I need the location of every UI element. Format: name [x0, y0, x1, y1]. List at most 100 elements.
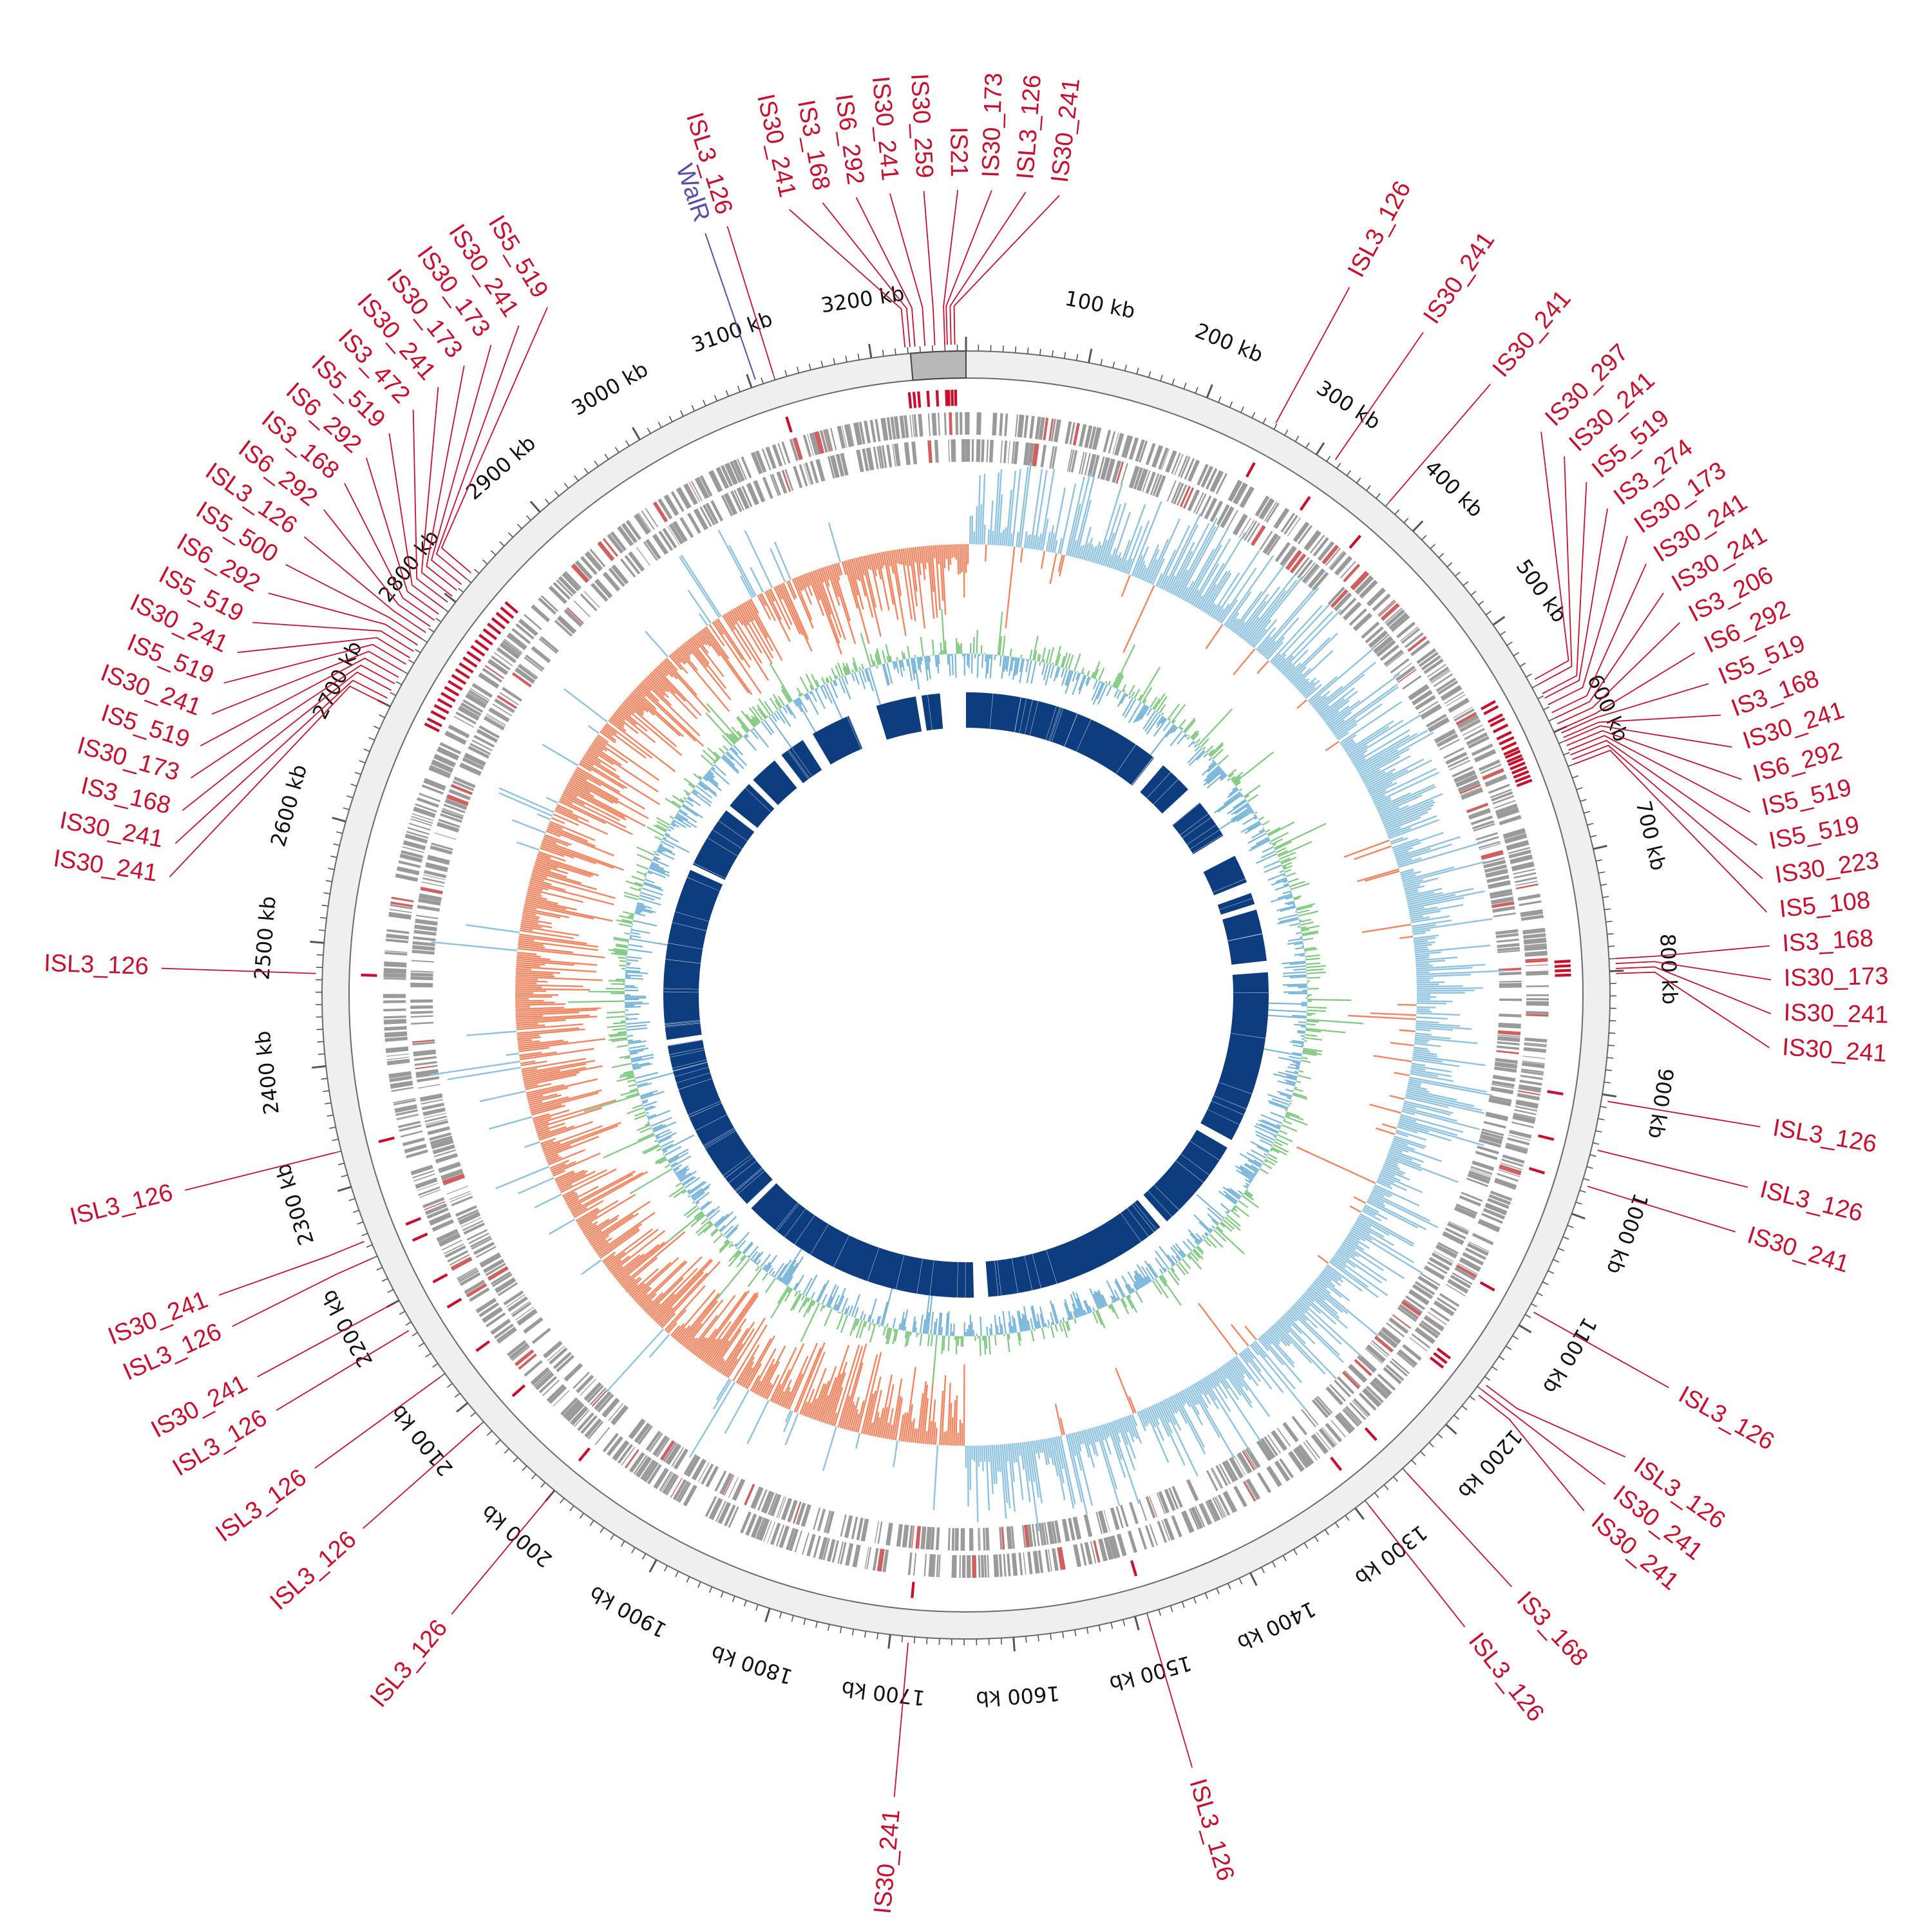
conserved-gap: [703, 1128, 735, 1146]
minor-tick: [913, 1636, 916, 1643]
cds-feature: [478, 672, 500, 689]
cds-feature: [936, 1554, 939, 1577]
cds-feature: [408, 822, 431, 831]
cds-feature: [1083, 1514, 1093, 1537]
cds-feature: [540, 595, 559, 612]
is-element-mark: [444, 686, 460, 697]
conserved-gap: [965, 1262, 966, 1298]
cds-feature: [1455, 1203, 1478, 1215]
cds-feature: [1303, 529, 1321, 551]
minor-tick: [579, 1513, 584, 1519]
minor-tick: [1477, 1386, 1483, 1391]
cds-feature: [484, 665, 504, 679]
minor-tick: [428, 628, 435, 633]
conserved-gap: [1213, 1095, 1247, 1110]
cds-feature: [468, 692, 488, 705]
cds-feature: [503, 1290, 524, 1306]
cds-feature: [1521, 1068, 1544, 1074]
cds-feature: [1271, 1430, 1287, 1452]
cds-feature: [866, 1547, 872, 1569]
cds-feature: [567, 607, 584, 624]
cds-feature: [1291, 1416, 1307, 1435]
cds-feature: [776, 471, 788, 494]
cds-feature: [1137, 1527, 1148, 1550]
major-tick: [1518, 1324, 1532, 1334]
is-element-mark: [1508, 757, 1524, 766]
is-leader-line: [431, 345, 492, 585]
cds-feature: [822, 1538, 830, 1560]
gc-content-track: [568, 609, 1363, 1386]
conserved-gap: [1115, 744, 1136, 774]
minor-tick: [1485, 611, 1492, 616]
conserved-gap: [672, 1059, 707, 1069]
cds-feature: [1448, 697, 1470, 713]
tick-label: 1500 kb: [1107, 1651, 1195, 1696]
cds-feature: [1098, 1538, 1108, 1562]
minor-tick: [876, 1633, 879, 1640]
cds-feature: [602, 538, 619, 557]
cds-feature: [1452, 1272, 1473, 1285]
cds-feature: [1289, 553, 1307, 574]
minor-tick: [466, 578, 472, 583]
tick-label: 3100 kb: [688, 307, 776, 357]
cds-feature: [1176, 484, 1188, 506]
cds-feature: [844, 1515, 853, 1539]
cds-feature: [490, 1318, 511, 1335]
cds-feature: [422, 1197, 445, 1208]
is-element-mark: [1364, 1427, 1378, 1441]
cds-feature: [514, 1349, 535, 1367]
minor-tick: [341, 1174, 348, 1178]
cds-feature: [770, 1493, 782, 1517]
cds-feature: [1181, 1510, 1195, 1533]
cds-feature: [1490, 1086, 1514, 1095]
cds-feature: [1492, 795, 1515, 805]
minor-tick: [1110, 1622, 1113, 1629]
cds-feature: [1354, 575, 1374, 595]
cds-feature: [1437, 1242, 1459, 1255]
cds-feature: [761, 448, 772, 471]
cds-feature: [407, 827, 430, 835]
cds-feature: [804, 462, 814, 485]
cds-feature: [1108, 1536, 1118, 1559]
conserved-gap: [997, 1260, 1002, 1296]
minor-tick: [845, 355, 848, 363]
cds-feature: [937, 412, 940, 436]
cds-feature: [463, 1222, 485, 1235]
cds-feature: [1334, 556, 1353, 576]
conserved-gap: [724, 1157, 753, 1179]
cds-feature: [1398, 1303, 1419, 1320]
minor-tick: [1376, 493, 1381, 499]
cds-feature: [1023, 415, 1029, 439]
is-leader-line: [175, 679, 388, 844]
cds-feature: [571, 563, 590, 583]
cds-feature: [629, 1452, 645, 1473]
cds-feature: [485, 715, 506, 727]
cds-feature: [1329, 551, 1344, 569]
minor-tick: [522, 1465, 527, 1472]
conserved-region: [1172, 802, 1224, 855]
conserved-gap: [737, 1170, 765, 1195]
cds-feature: [1411, 1333, 1431, 1349]
cds-feature: [1052, 1548, 1059, 1571]
cds-feature: [667, 526, 680, 545]
cds-feature: [1325, 547, 1341, 566]
cds-feature: [1414, 1282, 1435, 1296]
tick-label: 2100 kb: [386, 1400, 458, 1481]
is-element-mark: [947, 390, 951, 406]
conserved-gap: [687, 877, 720, 891]
cds-feature: [813, 431, 825, 455]
cds-feature: [949, 412, 952, 435]
cds-feature: [636, 547, 650, 566]
cds-feature: [1459, 1195, 1481, 1207]
tick-label: 2600 kb: [265, 762, 312, 849]
is-leader-line: [169, 685, 385, 878]
cds-feature: [1455, 774, 1478, 788]
cds-feature: [385, 938, 409, 943]
cds-feature: [1484, 1202, 1508, 1216]
cds-feature: [439, 742, 462, 755]
cds-feature: [410, 982, 433, 988]
cds-feature: [971, 439, 974, 462]
minor-tick: [1037, 1634, 1039, 1642]
major-tick: [1492, 616, 1506, 626]
cds-feature: [396, 1113, 419, 1120]
